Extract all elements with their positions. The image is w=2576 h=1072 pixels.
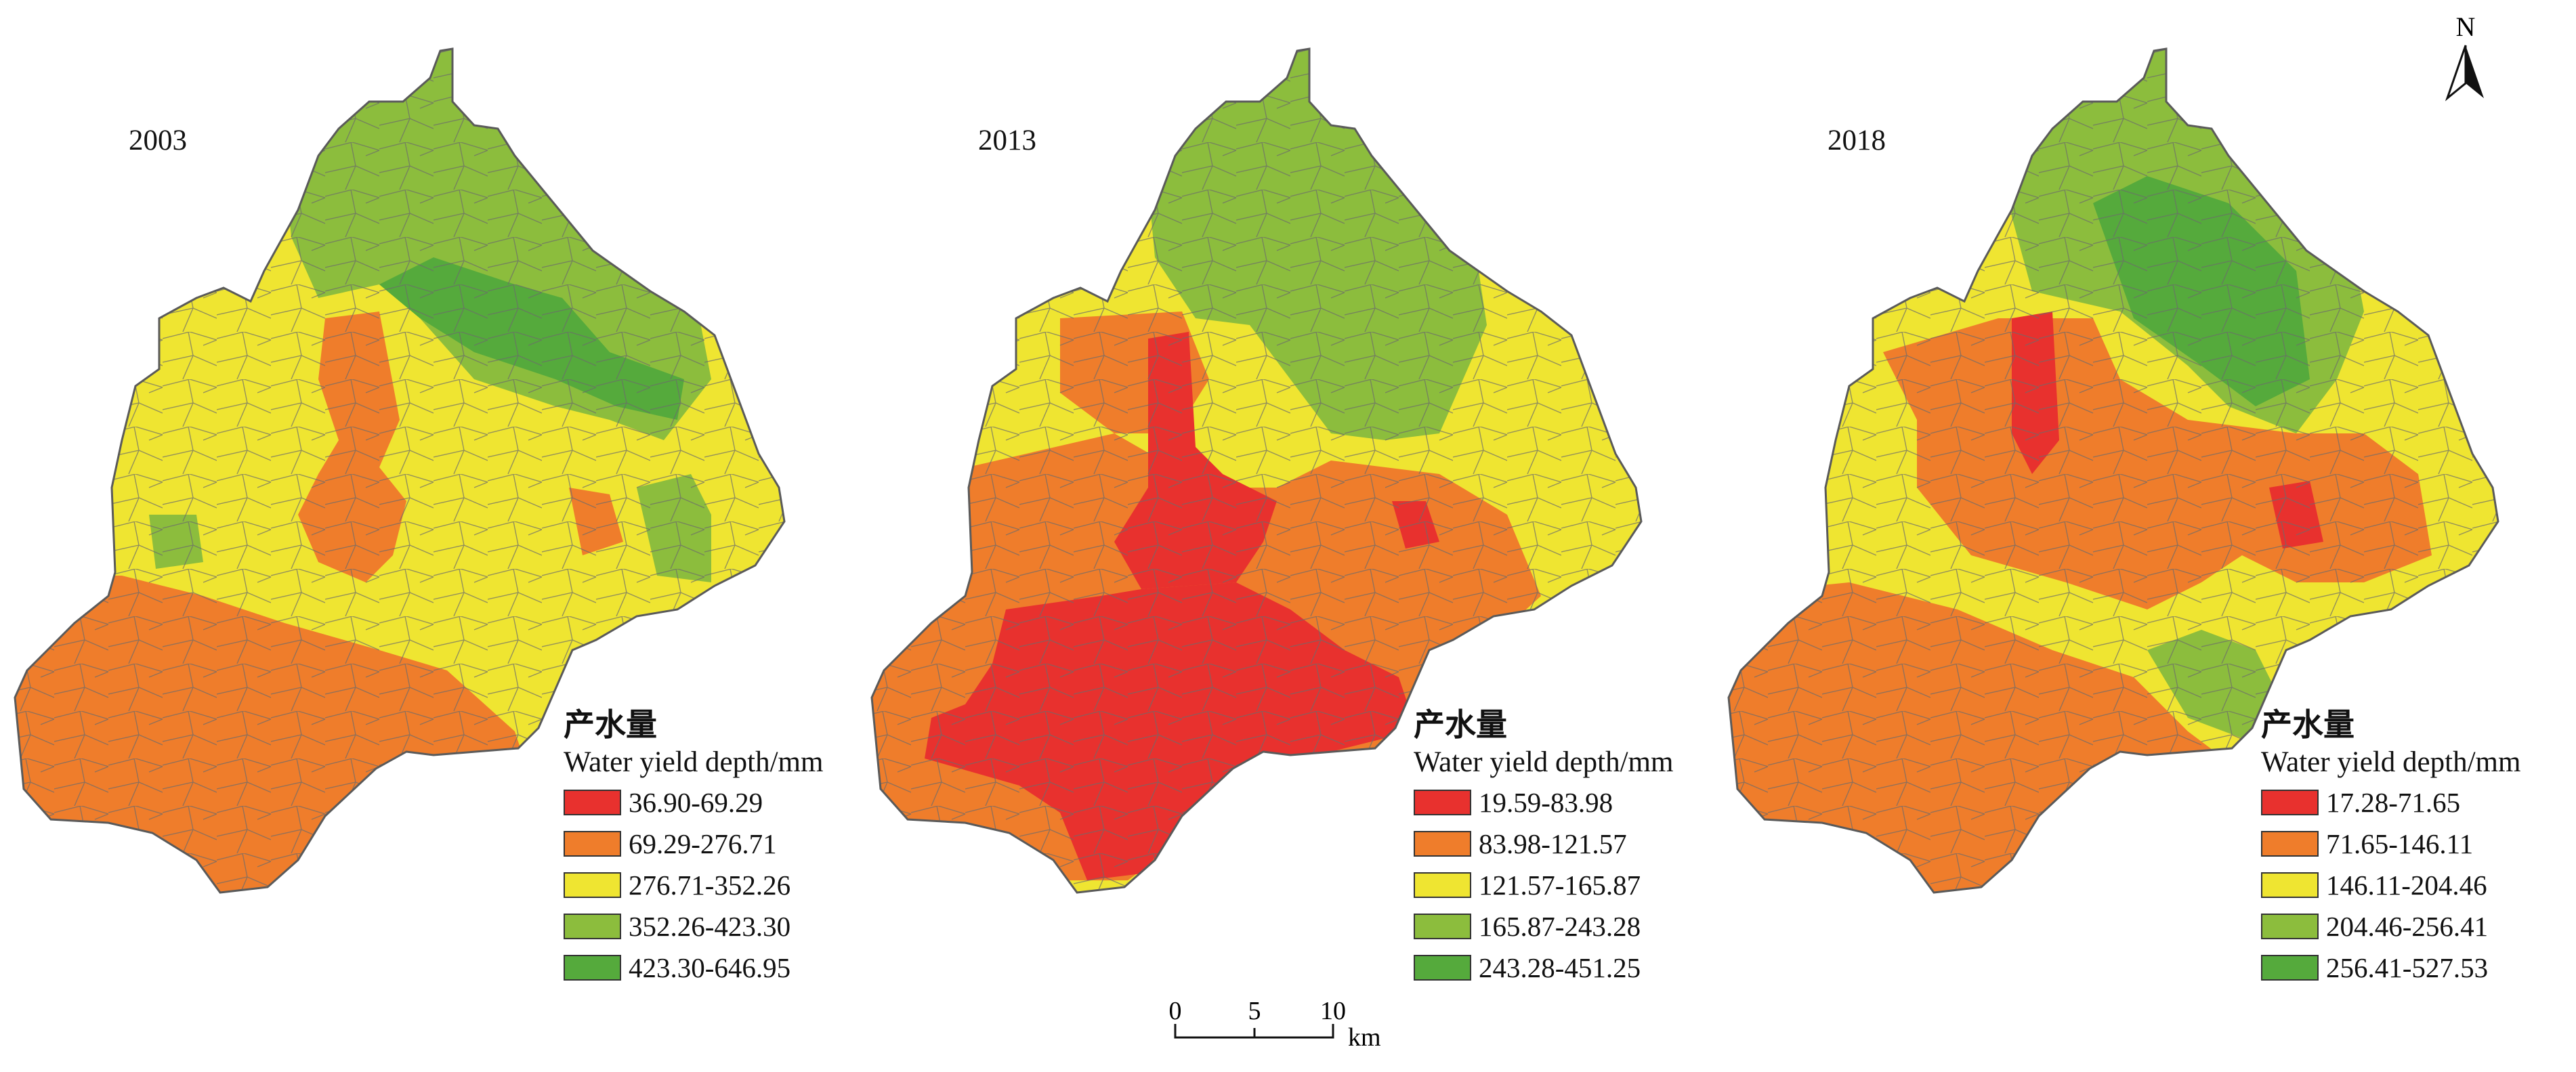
legend-title-en: Water yield depth/mm: [564, 746, 824, 778]
legend-label: 276.71-352.26: [629, 870, 791, 901]
year-label-2003: 2003: [129, 125, 187, 156]
legend-label: 146.11-204.46: [2326, 870, 2487, 901]
legend-label: 36.90-69.29: [629, 787, 763, 818]
scale-unit: km: [1348, 1023, 1381, 1052]
year-label-2013: 2013: [978, 125, 1036, 156]
legend-swatch: [2261, 872, 2319, 898]
legend-swatch: [1414, 872, 1471, 898]
scale-tick-label: 10: [1320, 997, 1346, 1025]
legend-label: 165.87-243.28: [1479, 911, 1641, 942]
legend-label: 352.26-423.30: [629, 911, 791, 942]
legend-swatch: [1414, 831, 1471, 857]
legend-swatch: [1414, 955, 1471, 981]
year-label-2018: 2018: [1828, 125, 1886, 156]
legend-item: 256.41-527.53: [2261, 947, 2576, 988]
scale-tick-label: 5: [1248, 997, 1261, 1025]
legend-item: 352.26-423.30: [564, 905, 943, 947]
legend-item: 204.46-256.41: [2261, 905, 2576, 947]
legend-swatch: [1414, 914, 1471, 939]
legend-swatch: [564, 790, 621, 815]
legend-swatch: [564, 955, 621, 981]
map-panel-2003: [14, 47, 786, 894]
north-arrow-icon: [2466, 45, 2484, 98]
legend-item: 146.11-204.46: [2261, 864, 2576, 905]
legend-label: 71.65-146.11: [2326, 828, 2474, 859]
legend-swatch: [1414, 790, 1471, 815]
map-panel-2018: [1727, 47, 2499, 894]
legend-swatch: [564, 914, 621, 939]
legend-label: 256.41-527.53: [2326, 952, 2489, 983]
legend-item: 19.59-83.98: [1414, 781, 1793, 823]
legend-item: 36.90-69.29: [564, 781, 943, 823]
legend-title-en: Water yield depth/mm: [1414, 746, 1674, 778]
legend-label: 243.28-451.25: [1479, 952, 1641, 983]
scale-tick-label: 0: [1169, 997, 1182, 1025]
legend-label: 83.98-121.57: [1479, 828, 1627, 859]
legend-2018: 产水量 Water yield depth/mm 17.28-71.65 71.…: [2261, 706, 2576, 988]
legend-title-cn: 产水量: [564, 706, 657, 743]
legend-2003: 产水量 Water yield depth/mm 36.90-69.29 69.…: [564, 706, 943, 988]
legend-item: 83.98-121.57: [1414, 823, 1793, 864]
legend-label: 69.29-276.71: [629, 828, 777, 859]
legend-swatch: [564, 831, 621, 857]
legend-item: 243.28-451.25: [1414, 947, 1793, 988]
legend-item: 69.29-276.71: [564, 823, 943, 864]
legend-item: 17.28-71.65: [2261, 781, 2576, 823]
legend-2013: 产水量 Water yield depth/mm 19.59-83.98 83.…: [1414, 706, 1793, 988]
legend-item: 121.57-165.87: [1414, 864, 1793, 905]
legend-title-en: Water yield depth/mm: [2261, 746, 2521, 778]
legend-swatch: [2261, 914, 2319, 939]
legend-item: 165.87-243.28: [1414, 905, 1793, 947]
north-arrow-label: N: [2456, 12, 2476, 42]
legend-label: 423.30-646.95: [629, 952, 791, 983]
legend-label: 204.46-256.41: [2326, 911, 2489, 942]
legend-item: 276.71-352.26: [564, 864, 943, 905]
legend-swatch: [2261, 831, 2319, 857]
legend-label: 121.57-165.87: [1479, 870, 1641, 901]
legend-item: 423.30-646.95: [564, 947, 943, 988]
legend-label: 17.28-71.65: [2326, 787, 2461, 818]
map-panel-2013: [870, 47, 1643, 894]
legend-title-cn: 产水量: [1414, 706, 1507, 743]
legend-swatch: [564, 872, 621, 898]
legend-swatch: [2261, 790, 2319, 815]
legend-label: 19.59-83.98: [1479, 787, 1613, 818]
north-arrow: N: [2445, 12, 2484, 102]
scale-bar: 0 5 10 km: [1169, 997, 1381, 1052]
legend-title-cn: 产水量: [2261, 706, 2355, 743]
legend-item: 71.65-146.11: [2261, 823, 2576, 864]
legend-swatch: [2261, 955, 2319, 981]
